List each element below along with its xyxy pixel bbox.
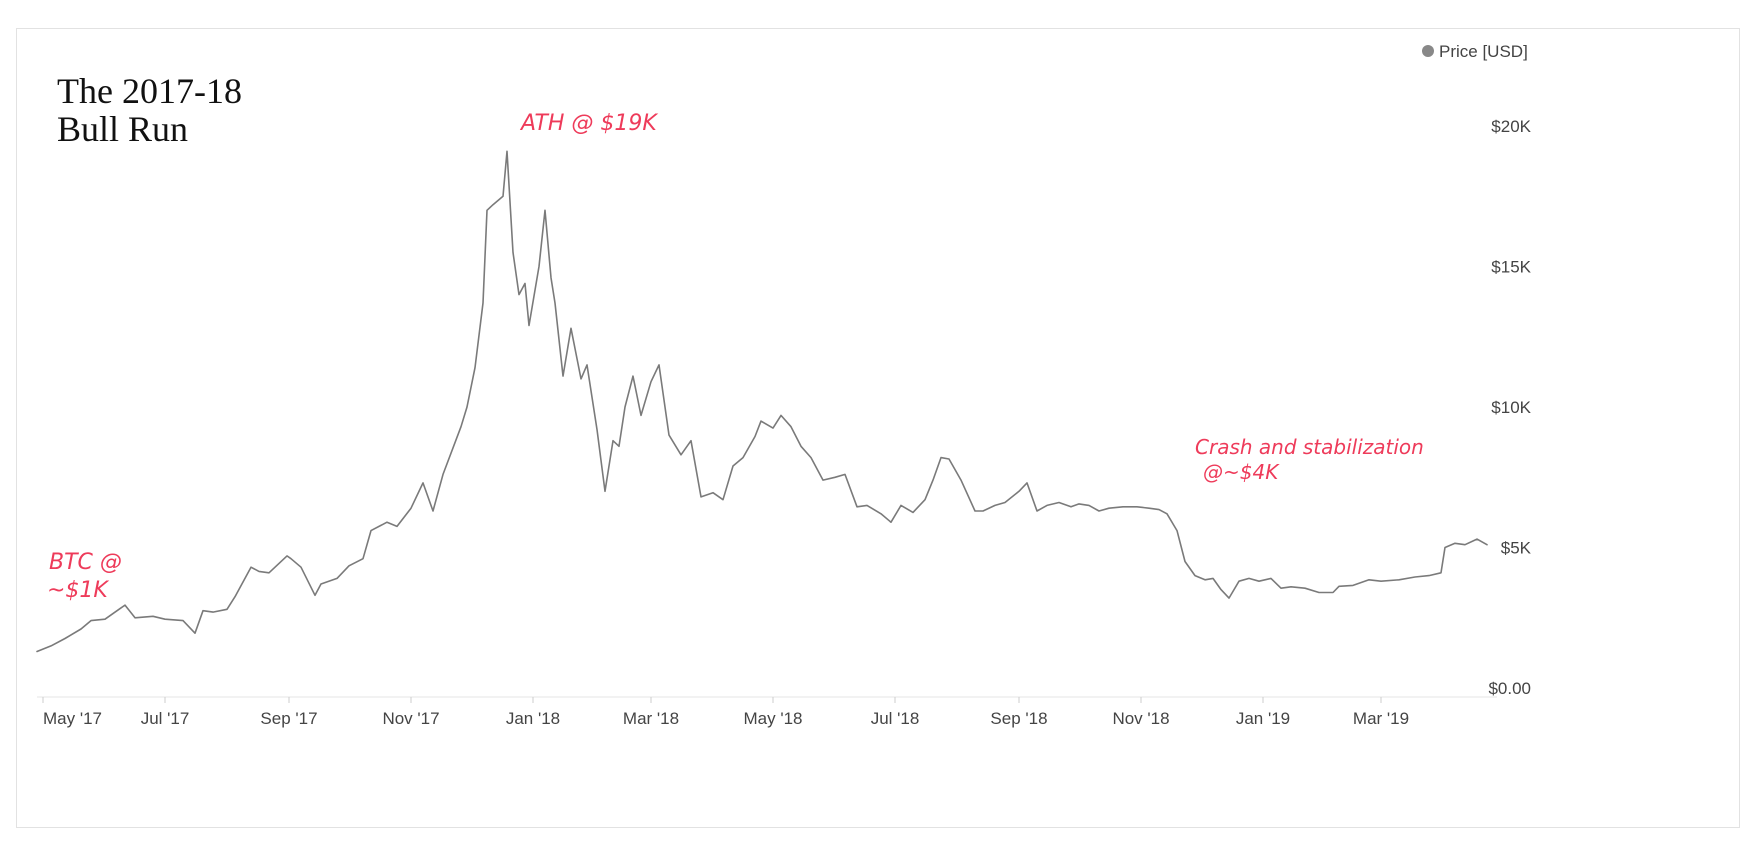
price-line[interactable]	[36, 150, 1488, 653]
annotation-ath-line-1: ATH @ $19K	[519, 111, 658, 136]
annotation-btc-line-2: ~$1K	[47, 578, 109, 603]
x-tick-label: Jan '18	[506, 709, 560, 728]
y-tick-label: $0.00	[1488, 679, 1531, 698]
y-tick-label: $5K	[1501, 539, 1532, 558]
chart-title-line-1: The 2017-18	[57, 71, 242, 111]
x-tick-label: Jul '17	[141, 709, 190, 728]
legend-marker	[1422, 45, 1434, 57]
y-tick-label: $10K	[1491, 398, 1531, 417]
x-tick-label: Sep '17	[260, 709, 317, 728]
legend[interactable]: Price [USD]	[1422, 42, 1528, 61]
y-tick-label: $20K	[1491, 117, 1531, 136]
x-tick-label: May '18	[744, 709, 803, 728]
chart-canvas: The 2017-18 Bull Run Price [USD] $0.00 $5…	[36, 42, 1532, 728]
x-tick-label: Nov '17	[382, 709, 439, 728]
annotation-btc-1k: BTC @ ~$1K	[47, 550, 122, 603]
x-tick-label: May '17	[43, 709, 102, 728]
chart-frame: The 2017-18 Bull Run Price [USD] $0.00 $5…	[16, 28, 1740, 828]
x-tick-label: Jul '18	[871, 709, 920, 728]
legend-label: Price [USD]	[1439, 42, 1528, 61]
annotation-crash-line-1: Crash and stabilization	[1195, 435, 1424, 459]
annotation-btc-line-1: BTC @	[49, 550, 122, 575]
x-tick-label: Mar '19	[1353, 709, 1409, 728]
x-axis: May '17 Jul '17 Sep '17 Nov '17 Jan '18 Mar '…	[37, 696, 1497, 728]
y-tick-label: $15K	[1491, 258, 1531, 277]
y-axis: $0.00 $5K $10K $15K $20K	[1488, 117, 1531, 698]
x-tick-label: Jan '19	[1236, 709, 1290, 728]
annotation-crash-line-2: @~$4K	[1203, 460, 1280, 484]
annotation-crash: Crash and stabilization @~$4K	[1195, 435, 1424, 484]
x-tick-label: Sep '18	[990, 709, 1047, 728]
annotation-ath: ATH @ $19K	[519, 111, 658, 136]
x-tick-label: Nov '18	[1112, 709, 1169, 728]
x-tick-label: Mar '18	[623, 709, 679, 728]
chart-title-line-2: Bull Run	[57, 109, 188, 149]
